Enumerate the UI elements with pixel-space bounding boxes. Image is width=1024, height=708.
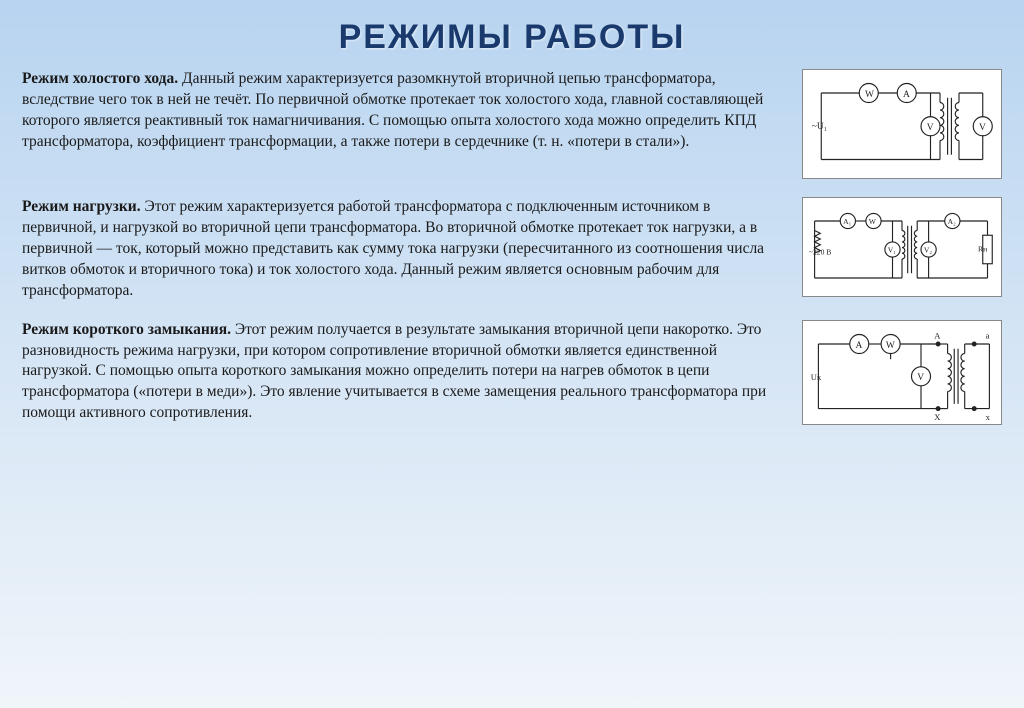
meter-a2-icon: A₂ bbox=[948, 217, 956, 226]
page-title: РЕЖИМЫ РАБОТЫ bbox=[0, 0, 1024, 69]
meter-v3-icon: V bbox=[917, 373, 924, 383]
label-load: Rн bbox=[978, 244, 987, 253]
text-load: Режим нагрузки. Этот режим характеризует… bbox=[22, 197, 784, 302]
meter-a-icon: A bbox=[903, 90, 910, 100]
heading-short: Режим короткого замыкания. bbox=[22, 321, 231, 338]
diagram-idle: ~U₁ W A V bbox=[802, 69, 1002, 179]
meter-v-icon: V bbox=[927, 123, 934, 133]
svg-text:A: A bbox=[934, 330, 941, 340]
meter-v1-icon: V₁ bbox=[888, 245, 896, 254]
svg-text:x: x bbox=[986, 412, 991, 422]
meter-a1-icon: A₁ bbox=[843, 217, 851, 226]
meter-v2-icon: V bbox=[979, 123, 986, 133]
section-short: Режим короткого замыкания. Этот режим по… bbox=[22, 320, 1002, 425]
section-load: Режим нагрузки. Этот режим характеризует… bbox=[22, 197, 1002, 302]
content-area: Режим холостого хода. Данный режим харак… bbox=[0, 69, 1024, 425]
svg-text:X: X bbox=[934, 412, 941, 422]
meter-v2b-icon: V₂ bbox=[924, 245, 932, 254]
diagram-short: Uк A W V bbox=[802, 320, 1002, 425]
text-idle: Режим холостого хода. Данный режим харак… bbox=[22, 69, 784, 153]
meter-w2-icon: W bbox=[869, 217, 877, 226]
label-source-2: ~220 В bbox=[809, 247, 831, 256]
meter-a3-icon: A bbox=[855, 340, 862, 350]
diagram-load: ~220 В A₁ W V₁ bbox=[802, 197, 1002, 297]
heading-load: Режим нагрузки. bbox=[22, 198, 141, 215]
label-source-1: ~U₁ bbox=[812, 122, 827, 132]
meter-w3-icon: W bbox=[886, 340, 895, 350]
section-idle: Режим холостого хода. Данный режим харак… bbox=[22, 69, 1002, 179]
label-source-3: Uк bbox=[811, 372, 822, 382]
svg-text:a: a bbox=[986, 330, 990, 340]
heading-idle: Режим холостого хода. bbox=[22, 70, 178, 87]
text-short: Режим короткого замыкания. Этот режим по… bbox=[22, 320, 784, 425]
meter-w-icon: W bbox=[865, 90, 874, 100]
